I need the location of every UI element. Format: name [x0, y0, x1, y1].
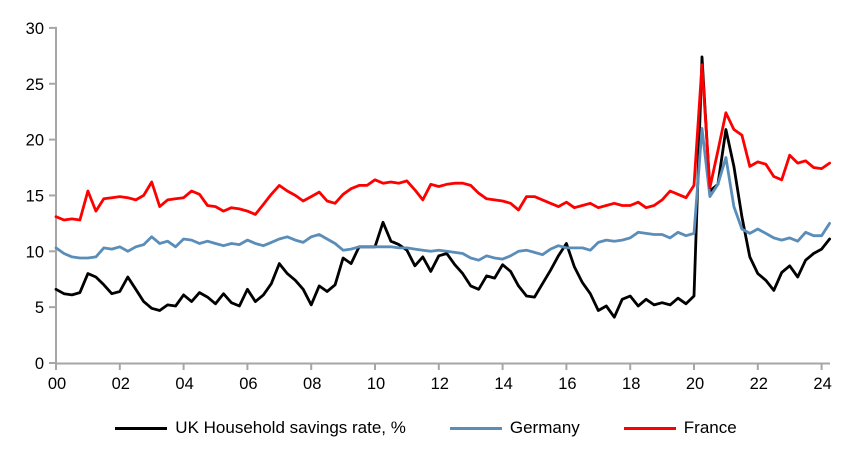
y-tick-label: 20	[26, 132, 44, 150]
series-line-france	[54, 63, 831, 222]
x-tick-label: 16	[558, 375, 576, 393]
y-tick-label: 5	[35, 299, 44, 317]
y-tick-label: 10	[26, 243, 44, 261]
germany-line-swatch	[449, 426, 502, 430]
legend-label-germany: Germany	[509, 418, 580, 437]
x-tick-label: 02	[112, 375, 130, 393]
legend-label-france: France	[683, 418, 737, 437]
x-tick-label: 20	[686, 375, 704, 393]
series-line-germany	[54, 126, 831, 262]
y-tick-label: 25	[26, 76, 44, 94]
y-tick-label: 30	[26, 20, 44, 38]
x-tick-label: 24	[813, 375, 831, 393]
legend-item-france: France	[623, 418, 737, 438]
uk-line-swatch	[115, 426, 168, 430]
series-line-uk-household-savings-rate	[54, 55, 831, 319]
x-tick-label: 00	[48, 375, 66, 393]
y-tick-label: 0	[35, 355, 44, 373]
france-line-swatch	[623, 426, 676, 430]
x-tick-label: 14	[494, 375, 512, 393]
x-tick-label: 12	[431, 375, 449, 393]
chart-legend: UK Household savings rate, % Germany Fra…	[0, 418, 852, 438]
x-tick-label: 10	[367, 375, 385, 393]
savings-rate-line-chart: 0 5 10 15 20 25 30 00 02 04 06 08 10 12 14 16 18 20 22 24	[26, 20, 832, 393]
x-tick-label: 04	[175, 375, 193, 393]
x-tick-label: 22	[750, 375, 768, 393]
legend-item-germany: Germany	[449, 418, 580, 438]
x-tick-label: 18	[622, 375, 640, 393]
legend-item-uk: UK Household savings rate, %	[115, 418, 406, 438]
y-tick-label: 15	[26, 187, 44, 205]
legend-label-uk: UK Household savings rate, %	[175, 418, 406, 437]
x-tick-label: 08	[303, 375, 321, 393]
x-tick-label: 06	[239, 375, 257, 393]
